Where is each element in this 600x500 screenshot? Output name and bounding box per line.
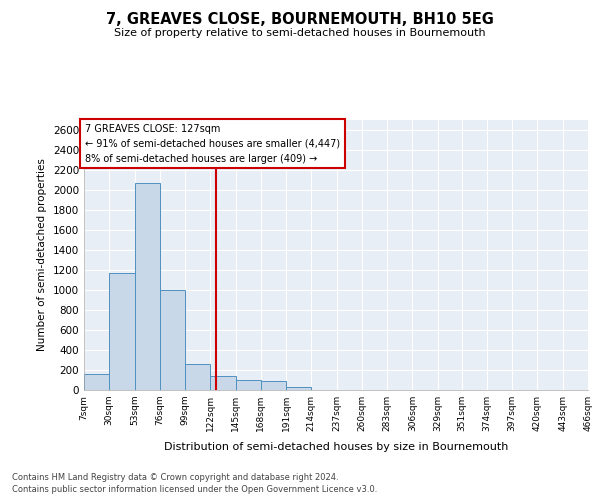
Bar xyxy=(109,272,134,390)
Bar xyxy=(236,380,261,390)
Y-axis label: Number of semi-detached properties: Number of semi-detached properties xyxy=(37,158,47,352)
Bar xyxy=(185,364,210,390)
Text: Contains public sector information licensed under the Open Government Licence v3: Contains public sector information licen… xyxy=(12,485,377,494)
Text: 7, GREAVES CLOSE, BOURNEMOUTH, BH10 5EG: 7, GREAVES CLOSE, BOURNEMOUTH, BH10 5EG xyxy=(106,12,494,28)
Text: Distribution of semi-detached houses by size in Bournemouth: Distribution of semi-detached houses by … xyxy=(164,442,508,452)
Text: Size of property relative to semi-detached houses in Bournemouth: Size of property relative to semi-detach… xyxy=(114,28,486,38)
Bar xyxy=(84,374,109,390)
Bar xyxy=(210,376,236,390)
Bar xyxy=(286,387,311,390)
Bar xyxy=(261,380,286,390)
Text: Contains HM Land Registry data © Crown copyright and database right 2024.: Contains HM Land Registry data © Crown c… xyxy=(12,472,338,482)
Bar xyxy=(134,182,160,390)
Text: 7 GREAVES CLOSE: 127sqm
← 91% of semi-detached houses are smaller (4,447)
8% of : 7 GREAVES CLOSE: 127sqm ← 91% of semi-de… xyxy=(85,124,340,164)
Bar xyxy=(160,290,185,390)
